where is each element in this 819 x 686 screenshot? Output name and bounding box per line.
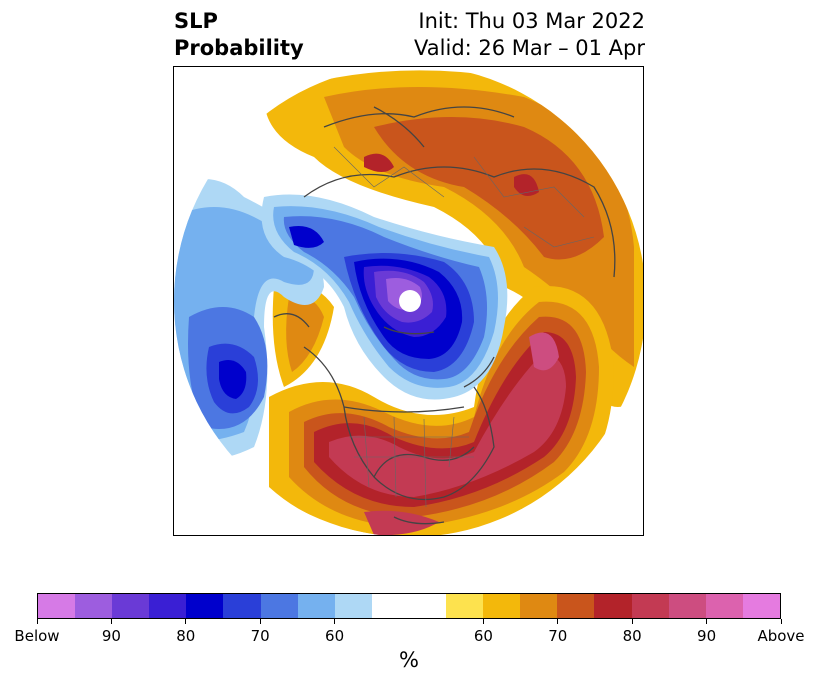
colorbar-tick [185, 619, 187, 624]
colorbar-segment [520, 594, 558, 618]
colorbar-tick [110, 619, 112, 624]
valid-period: Valid: 26 Mar – 01 Apr [414, 36, 645, 60]
map-panel [173, 66, 644, 536]
colorbar-segment [260, 594, 298, 618]
title-product: Probability [174, 36, 304, 60]
colorbar-tick-label: 70 [548, 627, 568, 645]
pole-mask [399, 290, 421, 312]
colorbar-segment [75, 594, 113, 618]
colorbar-tick-label: 60 [325, 627, 345, 645]
borders [333, 146, 595, 508]
colorbar-tick-label: 90 [101, 627, 121, 645]
colorbar-unit: % [399, 648, 419, 672]
colorbar-tick [334, 619, 336, 624]
title-left: SLP Probability [174, 8, 304, 62]
colorbar-tick-label: 90 [697, 627, 717, 645]
colorbar-segment [668, 594, 706, 618]
colorbar-tick [36, 619, 38, 624]
colorbar-segment [38, 594, 76, 618]
colorbar-segment [705, 594, 743, 618]
colorbar-segment [297, 594, 335, 618]
init-date: Init: Thu 03 Mar 2022 [418, 9, 645, 33]
colorbar-tick-label: 80 [176, 627, 196, 645]
below-normal-region [174, 179, 508, 461]
colorbar-tick [557, 619, 559, 624]
probability-map [174, 67, 643, 535]
colorbar-tick-label: Below [14, 627, 60, 645]
colorbar-tick [482, 619, 484, 624]
colorbar-segment [594, 594, 632, 618]
colorbar-segment [371, 594, 409, 618]
colorbar-segment [742, 594, 780, 618]
colorbar-tick [706, 619, 708, 624]
colorbar-segment [223, 594, 261, 618]
colorbar-tick-label: 60 [473, 627, 493, 645]
coastlines [273, 106, 616, 525]
colorbar-segment [149, 594, 187, 618]
colorbar-segment [483, 594, 521, 618]
colorbar-segment [631, 594, 669, 618]
colorbar-segment [186, 594, 224, 618]
colorbar-tick [631, 619, 633, 624]
colorbar-segment [446, 594, 484, 618]
colorbar-segment [557, 594, 595, 618]
title-variable: SLP [174, 9, 218, 33]
colorbar-segment [112, 594, 150, 618]
colorbar-segment [334, 594, 372, 618]
colorbar-segment [408, 594, 447, 618]
colorbar-tick-label: 70 [250, 627, 270, 645]
colorbar-tick-label: Above [757, 627, 805, 645]
colorbar-tick [259, 619, 261, 624]
colorbar-tick [780, 619, 782, 624]
colorbar [37, 593, 781, 619]
colorbar-tick-label: 80 [622, 627, 642, 645]
title-right: Init: Thu 03 Mar 2022 Valid: 26 Mar – 01… [414, 8, 645, 62]
